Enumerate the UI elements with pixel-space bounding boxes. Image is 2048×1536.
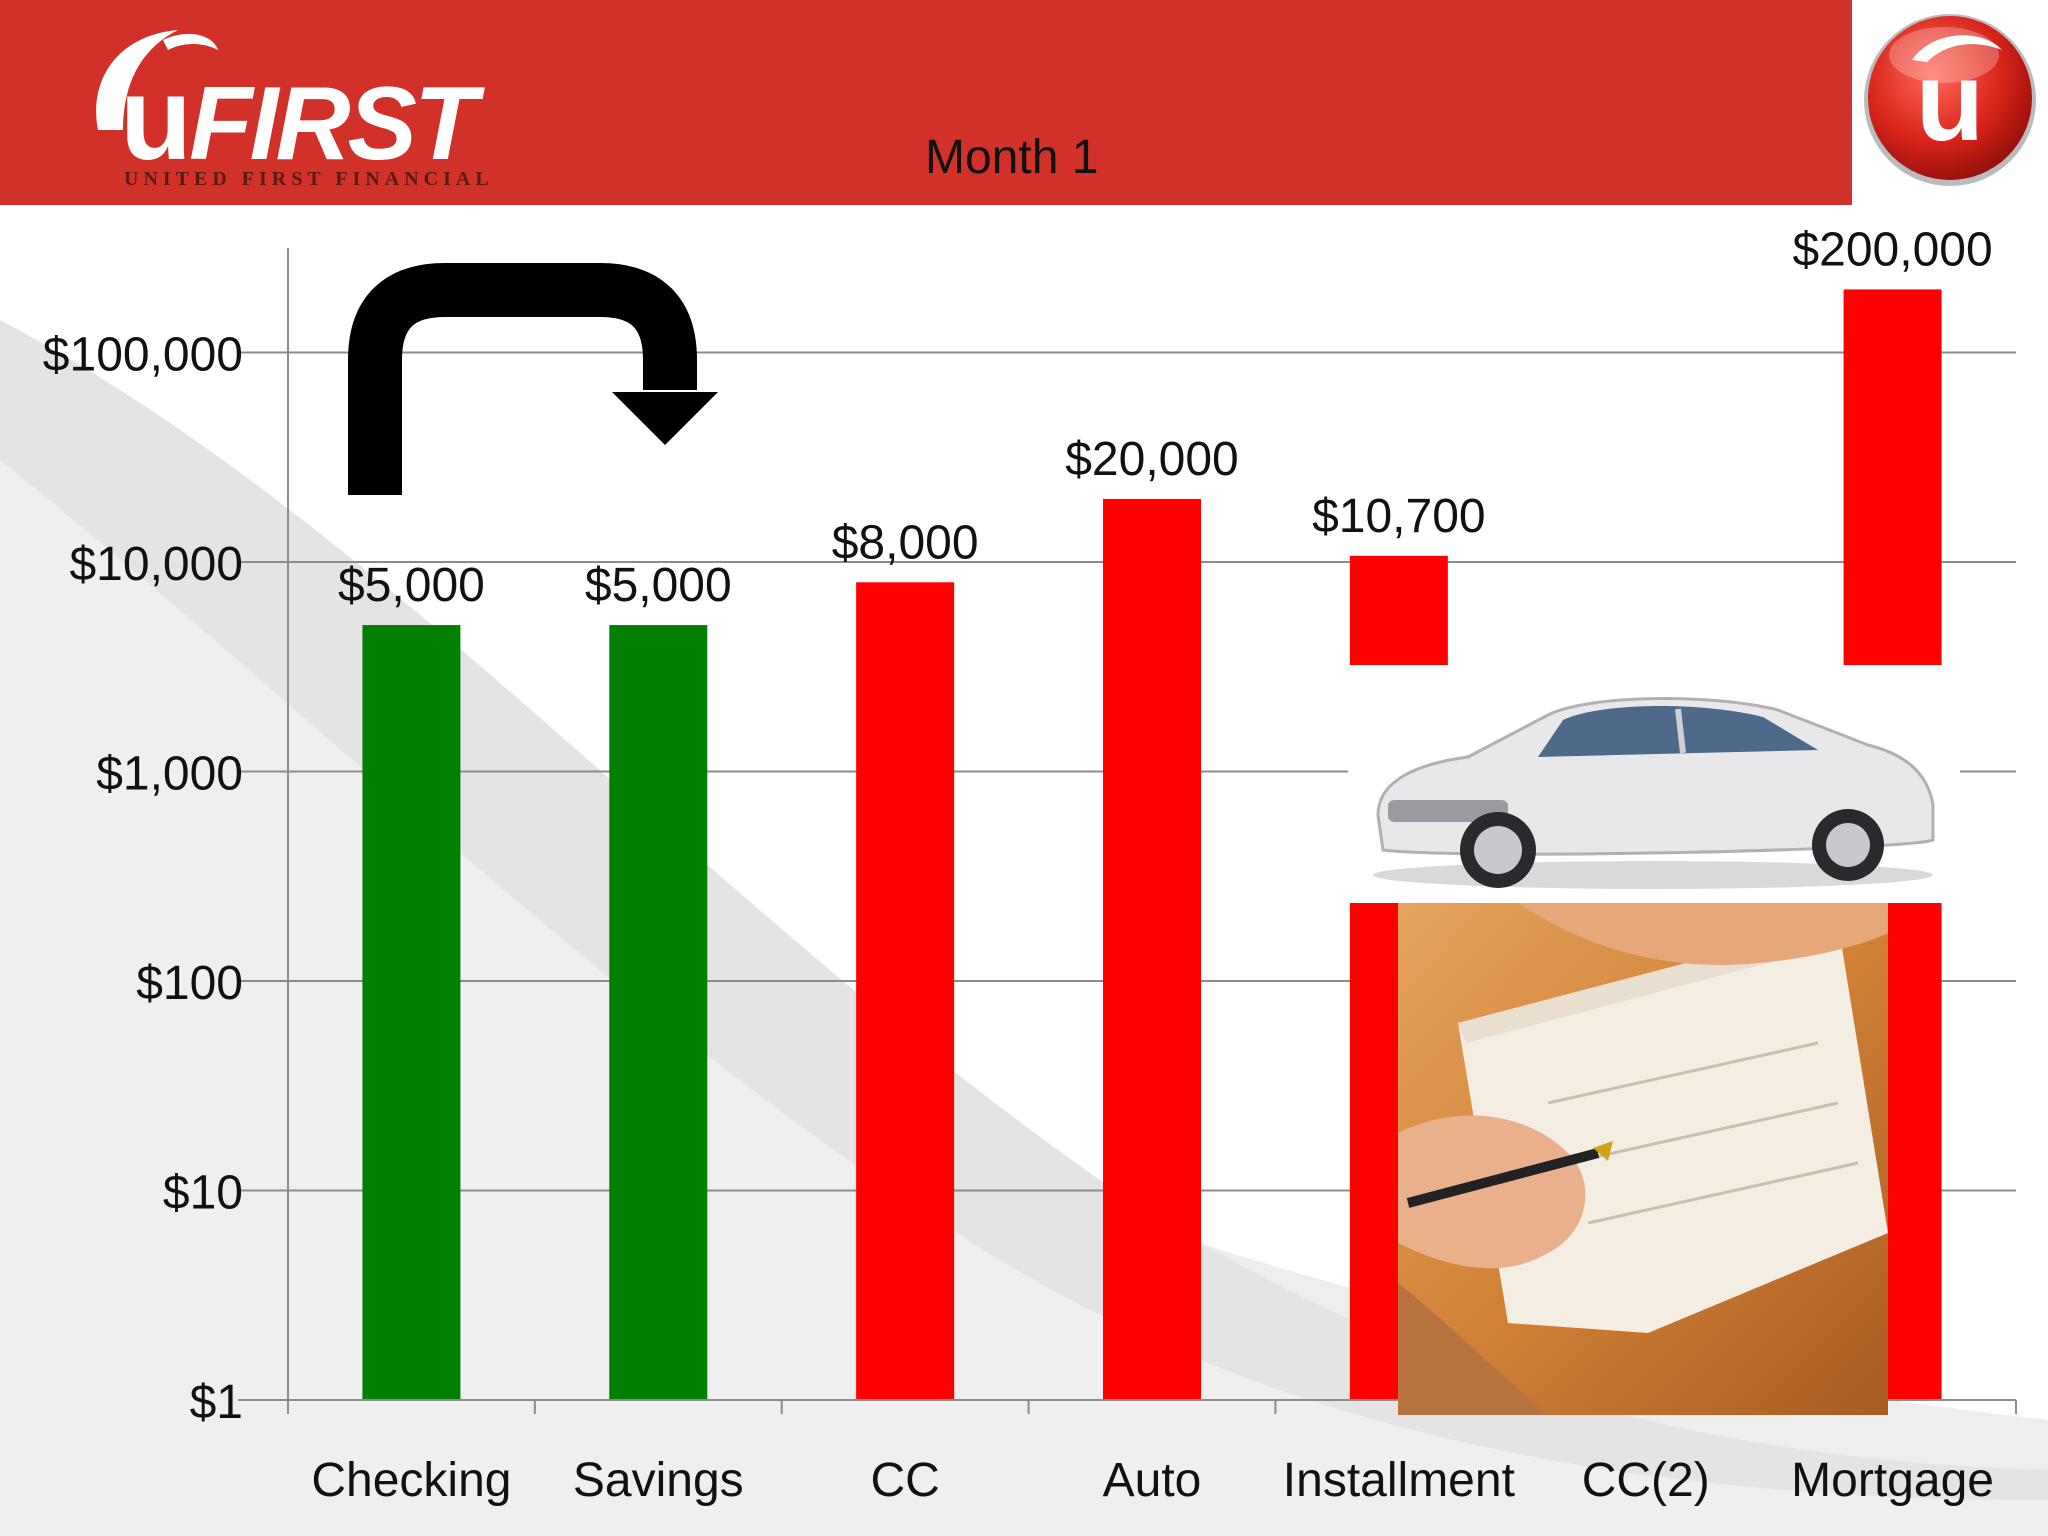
slide-title: Month 1 (925, 131, 1099, 184)
x-tick-label: Installment (1283, 1454, 1515, 1507)
ufirst-logo: uFIRST UNITED FIRST FINANCIAL (78, 18, 498, 190)
x-tick-label: Auto (1103, 1454, 1202, 1507)
y-tick-label: $1,000 (96, 748, 243, 801)
y-tick-label: $100 (136, 957, 243, 1010)
corner-logo: u (1852, 0, 2048, 205)
y-tick-label: $10 (163, 1167, 243, 1220)
x-tick-label: Checking (311, 1454, 511, 1507)
data-label: $8,000 (832, 516, 979, 569)
bar-checking (362, 625, 461, 1400)
x-axis-category-labels: Checking Savings CC Auto Installment CC(2) Mor… (311, 1454, 1994, 1507)
logo-swoosh-icon (96, 30, 218, 130)
bar-auto (1103, 498, 1201, 1400)
header-bar: uFIRST UNITED FIRST FINANCIAL Month 1 (0, 0, 1852, 205)
data-label: $200,000 (1792, 223, 1992, 276)
bar-cc (856, 582, 955, 1400)
car-photo (1348, 665, 1960, 903)
y-tick-label: $100,000 (43, 329, 243, 382)
logo-subtitle: UNITED FIRST FINANCIAL (124, 168, 494, 190)
y-axis-tick-labels: $1 $10 $100 $1,000 $10,000 $100,000 (43, 329, 243, 1430)
x-tick-label: Mortgage (1791, 1454, 1994, 1507)
check-writing-photo (1398, 903, 1888, 1415)
x-tick-label: CC(2) (1582, 1454, 1710, 1507)
x-tick-label: Savings (573, 1454, 744, 1507)
x-tick-label: CC (870, 1454, 939, 1507)
round-u-logo-icon: u (1864, 14, 2036, 186)
data-label: $20,000 (1065, 433, 1239, 486)
y-tick-label: $10,000 (69, 538, 243, 591)
bar-savings (609, 625, 708, 1400)
data-label: $5,000 (338, 559, 485, 612)
silver-coupe-photo (1348, 665, 1960, 903)
check-writing-photo-art (1398, 903, 1888, 1415)
data-label: $10,700 (1312, 490, 1486, 543)
logo-wordmark: uFIRST (120, 53, 478, 185)
curved-transfer-arrow-icon (348, 263, 718, 495)
data-labels: $5,000 $5,000 $8,000 $20,000 $10,700 $200,000 (338, 223, 1993, 612)
data-label: $5,000 (585, 559, 732, 612)
y-tick-label: $1 (190, 1376, 243, 1429)
